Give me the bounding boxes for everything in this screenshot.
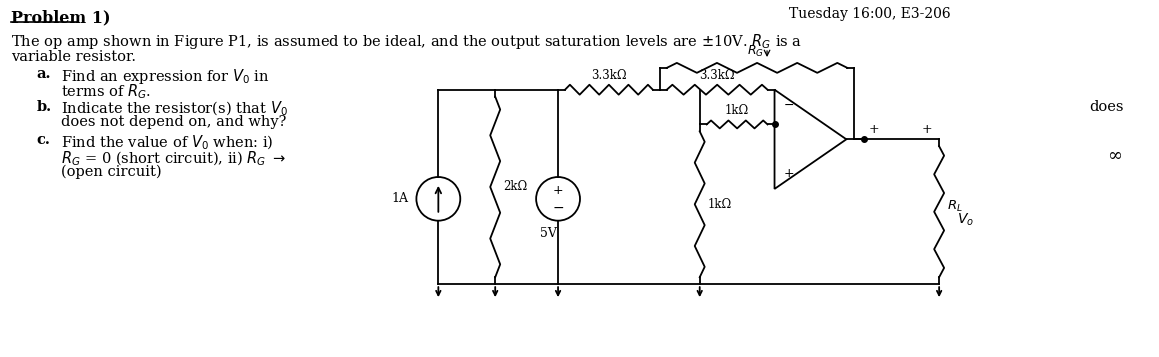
Text: The op amp shown in Figure P1, is assumed to be ideal, and the output saturation: The op amp shown in Figure P1, is assume…: [12, 32, 802, 51]
Text: Problem 1): Problem 1): [12, 9, 111, 26]
Text: 1kΩ: 1kΩ: [726, 105, 749, 117]
Text: +: +: [868, 123, 879, 136]
Text: ∞: ∞: [1107, 147, 1122, 165]
Text: $V_o$: $V_o$: [957, 211, 974, 228]
Text: (open circuit): (open circuit): [61, 165, 162, 180]
Text: 1A: 1A: [392, 192, 408, 205]
Text: 3.3kΩ: 3.3kΩ: [699, 69, 735, 82]
Text: does: does: [1088, 100, 1123, 114]
Text: Find the value of $V_0$ when: i): Find the value of $V_0$ when: i): [61, 134, 274, 152]
Text: $R_G$: $R_G$: [746, 44, 764, 59]
Text: does not depend on, and why?: does not depend on, and why?: [61, 116, 286, 130]
Text: +: +: [783, 167, 794, 180]
Text: c.: c.: [36, 134, 50, 147]
Text: variable resistor.: variable resistor.: [12, 50, 137, 64]
Text: 1kΩ: 1kΩ: [708, 198, 732, 211]
Text: −: −: [783, 99, 794, 112]
Text: Indicate the resistor(s) that $V_0$: Indicate the resistor(s) that $V_0$: [61, 100, 289, 118]
Text: −: −: [552, 201, 564, 215]
Text: $R_L$: $R_L$: [947, 199, 963, 214]
Text: 5V: 5V: [540, 227, 556, 240]
Text: $R_G$ = 0 (short circuit), ii) $R_G$ $\rightarrow$: $R_G$ = 0 (short circuit), ii) $R_G$ $\r…: [61, 149, 286, 168]
Text: b.: b.: [36, 100, 51, 114]
Text: Tuesday 16:00, E3-206: Tuesday 16:00, E3-206: [789, 7, 952, 21]
Text: 3.3kΩ: 3.3kΩ: [591, 69, 627, 82]
Text: Find an expression for $V_0$ in: Find an expression for $V_0$ in: [61, 67, 270, 86]
Text: terms of $R_G$.: terms of $R_G$.: [61, 83, 152, 101]
Text: a.: a.: [36, 67, 51, 81]
Text: 2kΩ: 2kΩ: [503, 180, 527, 193]
Text: +: +: [921, 123, 933, 136]
Text: +: +: [553, 185, 563, 197]
